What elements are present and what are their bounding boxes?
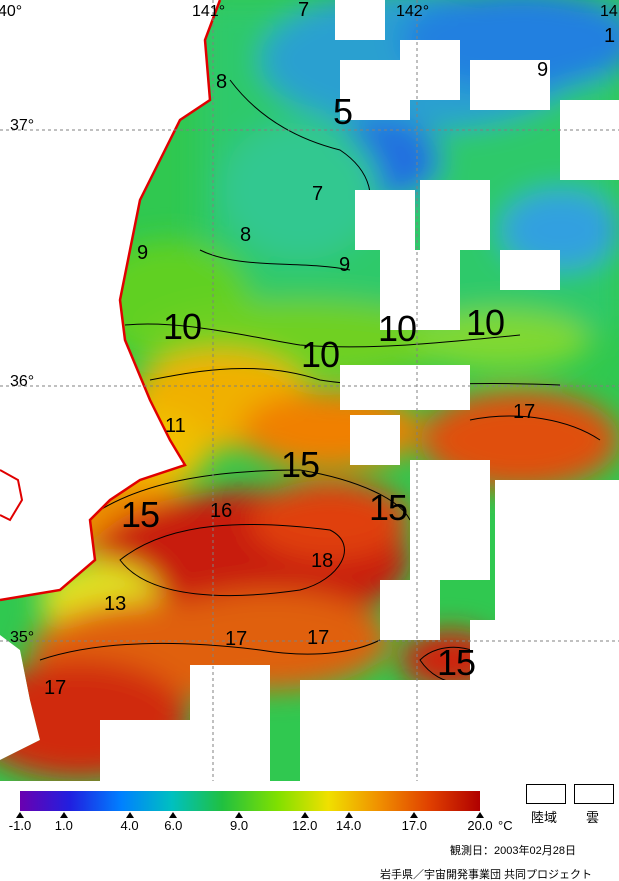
lat-label-35: 35°: [10, 629, 35, 646]
lat-label-36: 36°: [10, 373, 35, 390]
isotherm-label: 5: [333, 91, 353, 132]
isotherm-label: 13: [104, 593, 127, 615]
scale-tick-label: 9.0: [230, 818, 249, 833]
scale-tick-label: 14.0: [335, 818, 362, 833]
lon-label-143: 14: [600, 3, 618, 20]
isotherm-label: 7: [312, 183, 324, 205]
scale-tick-mark: [476, 812, 484, 818]
scale-tick-label: 12.0: [292, 818, 318, 833]
scale-tick-mark: [410, 812, 419, 818]
sea-surface-temperature-map: [0, 0, 619, 781]
isotherm-label: 1: [604, 25, 616, 47]
cloud-legend-label: 雲: [586, 810, 600, 825]
lon-label-141: 141°: [192, 3, 226, 20]
temperature-field: [0, 0, 619, 781]
observation-date: 観測日：2003年02月28日: [450, 845, 576, 857]
isotherm-label: 15: [281, 444, 320, 485]
lat-label-37: 37°: [10, 117, 35, 134]
scale-tick-label: 20.0: [467, 818, 493, 833]
scale-tick-mark: [16, 812, 24, 818]
land-legend-label: 陸域: [531, 810, 558, 825]
isotherm-label: 8: [216, 71, 228, 93]
scale-unit: °C: [498, 818, 513, 833]
isotherm-label: 9: [137, 242, 149, 264]
isotherm-label: 17: [307, 627, 330, 649]
credit-line: 岩手県／宇宙開発事業団 共同プロジェクト: [380, 869, 593, 881]
isotherm-label: 18: [311, 550, 334, 572]
isotherm-label: 15: [369, 487, 408, 528]
graticule: [0, 0, 619, 781]
scale-tick-label: 1.0: [54, 818, 73, 833]
isotherm-label: 10: [301, 334, 340, 375]
isotherm-label: 9: [339, 254, 351, 276]
isotherm-label: 10: [466, 302, 505, 343]
scale-tick-mark: [125, 812, 134, 818]
cloud-legend-swatch: [574, 784, 614, 804]
scale-tick-label: 17.0: [401, 818, 427, 833]
scale-tick-mark: [59, 812, 68, 818]
coastline: [0, 0, 222, 602]
isotherm-label: 17: [44, 677, 67, 699]
isotherm-label: 11: [165, 415, 186, 437]
lon-label-142: 142°: [396, 3, 430, 20]
isotherm-label: 15: [121, 494, 160, 535]
temperature-color-scale: [20, 791, 480, 811]
scale-tick-mark: [169, 812, 178, 818]
scale-tick-label: 6.0: [164, 818, 183, 833]
isotherm-label: 8: [240, 224, 252, 246]
isotherm-label: 10: [163, 306, 202, 347]
coastline-islet: [0, 469, 24, 522]
lon-label-140: 40°: [0, 3, 23, 20]
isotherm-label: 10: [378, 308, 417, 349]
isotherm-label: 15: [437, 642, 476, 683]
scale-tick-mark: [344, 812, 353, 818]
isotherm-label: 7: [298, 0, 310, 21]
scale-tick-mark: [235, 812, 244, 818]
isotherm-label: 9: [537, 59, 549, 81]
scale-tick-label: 4.0: [120, 818, 139, 833]
isotherm-label: 16: [210, 500, 233, 522]
cloud-mask: [100, 0, 619, 781]
scale-tick-mark: [300, 812, 309, 818]
land-legend-swatch: [526, 784, 566, 804]
isotherm-label: 17: [225, 628, 248, 650]
isotherm-label: 17: [513, 401, 536, 423]
scale-tick-label: -1.0: [8, 818, 32, 833]
